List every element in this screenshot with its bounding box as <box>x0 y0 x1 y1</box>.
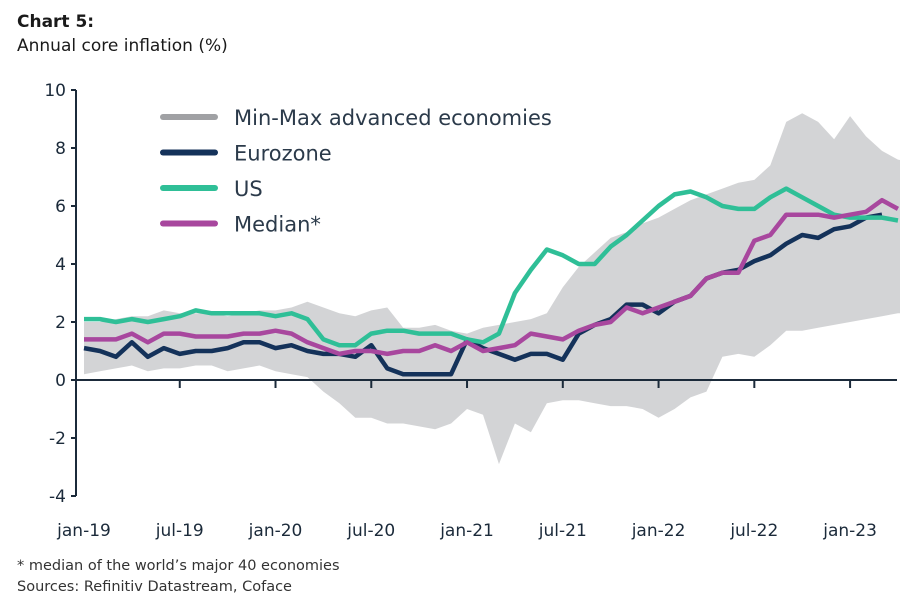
x-tick-label: jan-20 <box>248 521 303 541</box>
y-tick-label: 6 <box>55 197 66 217</box>
x-tick-label: jul-21 <box>538 521 587 541</box>
y-tick-label: -2 <box>49 429 66 449</box>
legend-label: US <box>234 177 263 201</box>
min-max-band <box>84 113 900 465</box>
x-tick-label: jan-22 <box>631 521 686 541</box>
footnote: * median of the world’s major 40 economi… <box>17 558 340 574</box>
x-tick-label: jul-20 <box>346 521 395 541</box>
x-tick-label: jan-21 <box>439 521 494 541</box>
y-tick-label: 0 <box>55 371 66 391</box>
x-tick-label: jul-19 <box>155 521 204 541</box>
x-tick-label: jul-22 <box>729 521 778 541</box>
x-tick-label: jan-19 <box>56 521 111 541</box>
y-tick-label: -4 <box>49 487 66 507</box>
series-median <box>84 197 900 357</box>
series-us <box>84 186 899 348</box>
chart-number: Chart 5: <box>17 12 95 32</box>
legend-label: Min-Max advanced economies <box>234 106 552 130</box>
legend-label: Eurozone <box>234 142 332 166</box>
x-tick-label: jan-23 <box>822 521 877 541</box>
legend-label: Median* <box>234 213 321 237</box>
y-tick-label: 8 <box>55 139 66 159</box>
y-tick-label: 4 <box>55 255 66 275</box>
sources: Sources: Refinitiv Datastream, Coface <box>17 579 292 595</box>
series-eurozone <box>83 212 883 377</box>
chart-title: Annual core inflation (%) <box>17 36 228 56</box>
y-tick-label: 10 <box>44 81 66 101</box>
y-tick-label: 2 <box>55 313 66 333</box>
